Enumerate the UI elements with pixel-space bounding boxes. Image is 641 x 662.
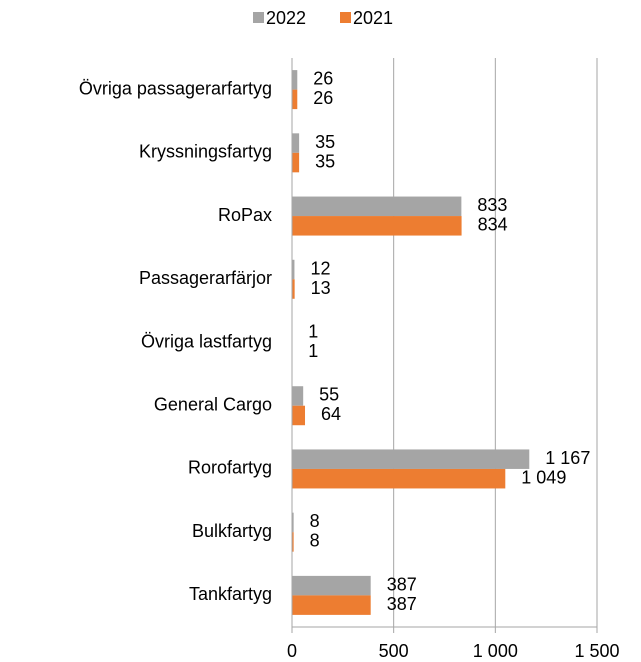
bar	[292, 216, 462, 236]
value-label: 8	[310, 511, 320, 531]
bar	[292, 89, 298, 110]
bar	[292, 575, 371, 596]
y-tick-label: Övriga passagerarfartyg	[79, 78, 272, 98]
bar	[292, 512, 294, 533]
value-label: 8	[310, 531, 320, 551]
value-label: 1 167	[545, 448, 590, 468]
legend-swatch	[253, 12, 264, 23]
value-label: 834	[478, 215, 508, 235]
legend-label: 2022	[266, 8, 306, 28]
y-tick-label: Tankfartyg	[189, 584, 272, 604]
y-tick-label: Rorofartyg	[188, 458, 272, 478]
value-label: 26	[313, 69, 333, 89]
value-label: 387	[387, 594, 417, 614]
bar	[292, 133, 300, 153]
y-tick-label: Övriga lastfartyg	[141, 331, 272, 351]
legend-swatch	[340, 12, 351, 23]
bar	[292, 196, 462, 217]
bar	[292, 70, 298, 90]
bar	[292, 449, 530, 469]
value-label: 1	[308, 322, 318, 342]
y-tick-label: Passagerarfärjor	[139, 268, 272, 288]
bar	[292, 405, 306, 426]
bar	[292, 279, 295, 299]
y-tick-label: RoPax	[218, 205, 272, 225]
x-tick-label: 500	[379, 641, 409, 661]
value-label: 1 049	[521, 467, 566, 487]
bar	[292, 532, 294, 552]
bar	[292, 259, 295, 280]
value-label: 13	[311, 278, 331, 298]
value-label: 26	[313, 88, 333, 108]
bar	[292, 386, 304, 406]
bar	[292, 468, 506, 489]
x-tick-label: 1 500	[574, 641, 619, 661]
value-label: 833	[477, 195, 507, 215]
y-tick-label: Bulkfartyg	[192, 521, 272, 541]
value-label: 1	[308, 341, 318, 361]
bar	[292, 152, 300, 173]
legend-label: 2021	[353, 8, 393, 28]
y-tick-label: General Cargo	[154, 394, 272, 414]
value-label: 64	[321, 404, 341, 424]
value-label: 55	[319, 385, 339, 405]
value-label: 12	[310, 258, 330, 278]
value-label: 387	[387, 574, 417, 594]
x-tick-label: 0	[287, 641, 297, 661]
value-label: 35	[315, 151, 335, 171]
x-tick-label: 1 000	[473, 641, 518, 661]
y-tick-label: Kryssningsfartyg	[139, 142, 272, 162]
value-label: 35	[315, 132, 335, 152]
bar	[292, 595, 371, 615]
